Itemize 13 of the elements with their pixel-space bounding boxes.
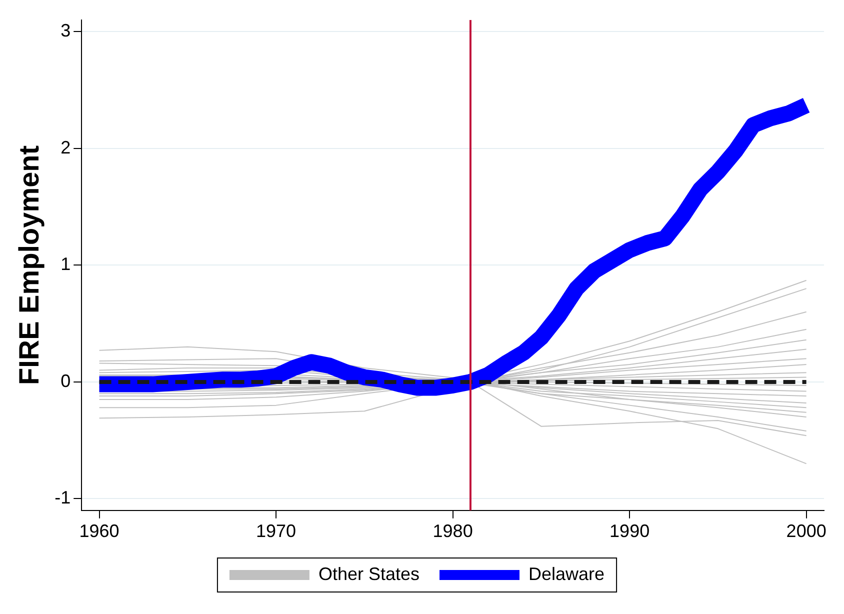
legend-label: Other States (318, 564, 420, 584)
y-tick-label: 0 (60, 370, 71, 391)
y-tick-label: -1 (54, 488, 71, 508)
y-tick-label: 1 (60, 254, 71, 274)
x-tick-label: 1980 (432, 521, 473, 542)
x-tick-label: 2000 (786, 521, 826, 542)
y-axis-title: FIRE Employment (14, 145, 45, 385)
x-tick-label: 1990 (610, 521, 650, 542)
legend-label: Delaware (528, 564, 605, 584)
x-tick-label: 1970 (256, 521, 296, 542)
x-tick-label: 1960 (79, 521, 120, 542)
y-tick-label: 3 (60, 20, 71, 41)
y-tick-label: 2 (60, 137, 71, 158)
